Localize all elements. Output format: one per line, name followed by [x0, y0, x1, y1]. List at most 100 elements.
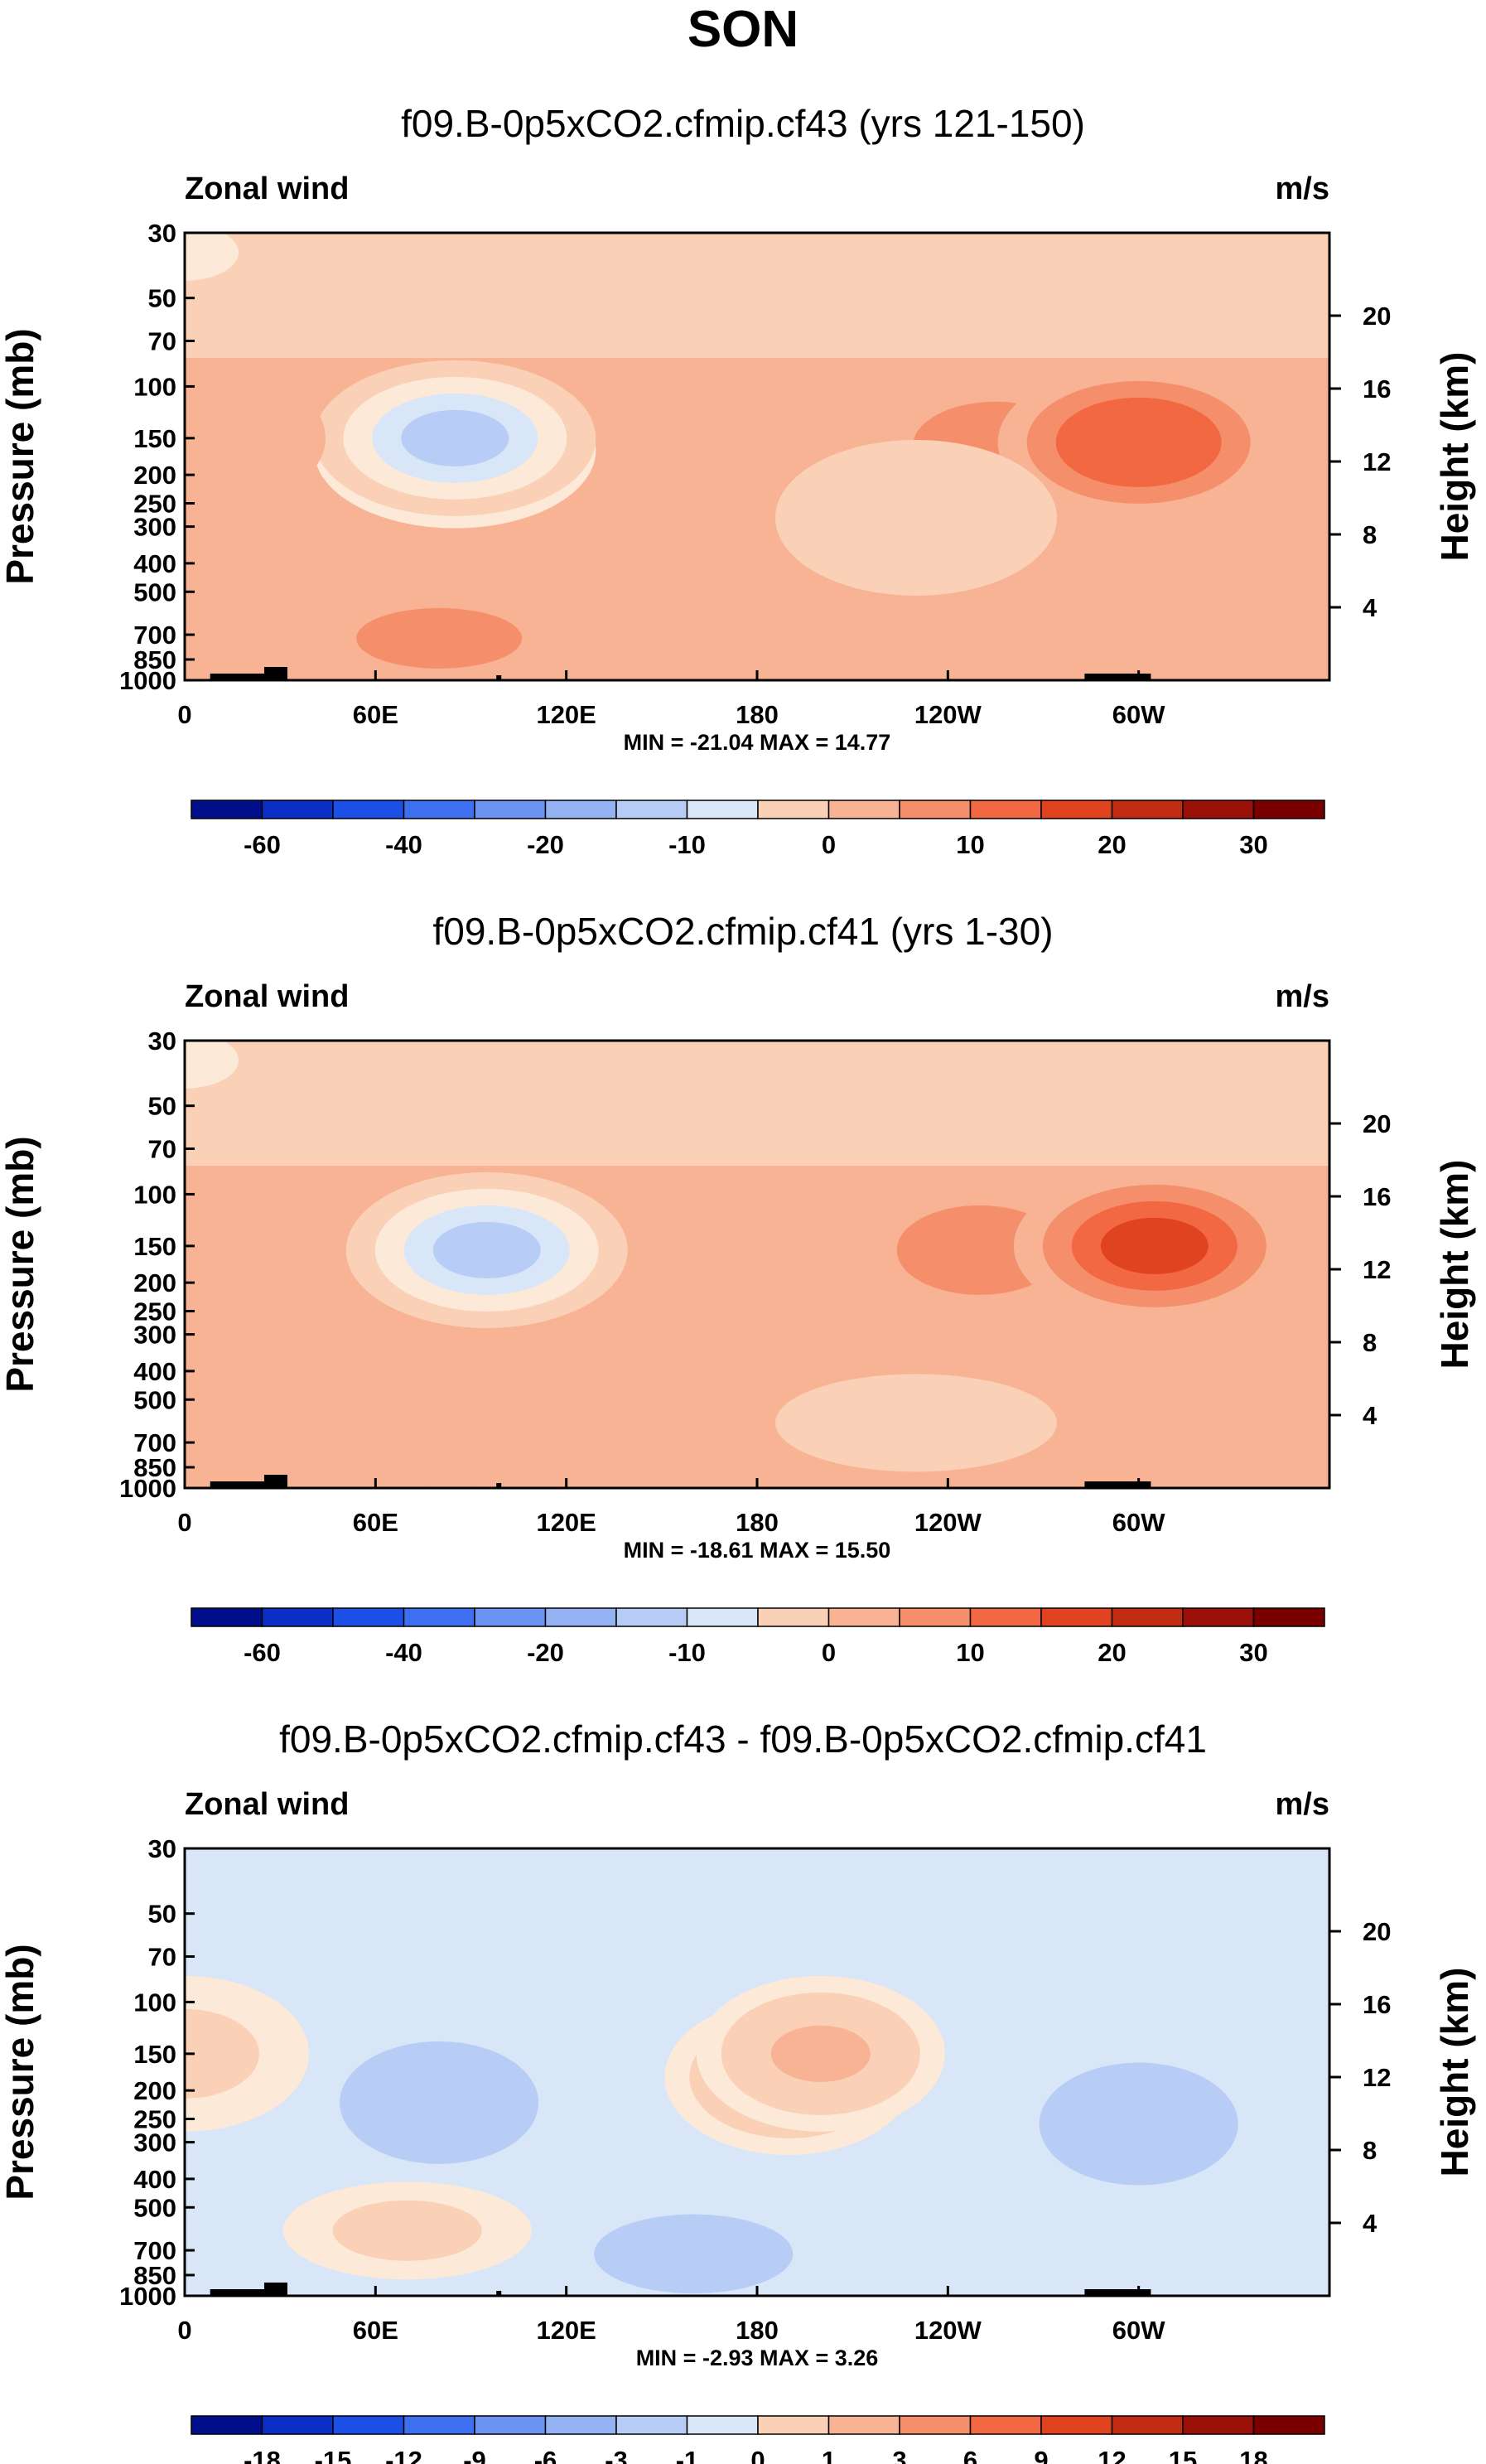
colorbar-box: [474, 2415, 547, 2435]
y-tick-label: 700: [133, 621, 176, 650]
colorbar-box: [191, 1607, 263, 1627]
y-tick-label: 200: [133, 1268, 176, 1297]
colorbar-box: [544, 2415, 617, 2435]
left-label: Zonal wind: [185, 979, 349, 1014]
colorbar-label: 0: [750, 2446, 765, 2464]
y2-axis-label: Height (km): [1433, 1968, 1476, 2177]
plot-area: [185, 1848, 1329, 2296]
colorbar-label: -40: [385, 1638, 422, 1667]
colorbar-box: [332, 2415, 405, 2435]
x-tick-label: 60E: [353, 1508, 398, 1537]
colorbar-box: [332, 800, 405, 819]
contour-feature: [1084, 413, 1193, 471]
x-tick-label: 180: [736, 1508, 779, 1537]
y2-tick-label: 12: [1363, 1255, 1391, 1284]
colorbar-box: [899, 1607, 972, 1627]
colorbar-box: [757, 2415, 830, 2435]
y2-axis: 20 16 12 8 4: [1329, 302, 1391, 622]
figure-title: SON: [688, 1, 798, 58]
colorbar-label: 20: [1098, 1638, 1126, 1667]
y2-tick-label: 20: [1363, 302, 1391, 331]
y-axis-label: Pressure (mb): [0, 1136, 41, 1392]
y2-tick-label: 16: [1363, 1990, 1391, 2019]
colorbar-box: [1040, 800, 1113, 819]
y-tick-label: 300: [133, 513, 176, 542]
colorbar-label: -15: [315, 2446, 352, 2464]
colorbar-box: [827, 1607, 900, 1627]
colorbar-box: [827, 800, 900, 819]
colorbar: -18 -15 -12 -9 -6 -3 -1 0 1 3 6 9 12 15 18: [191, 2415, 1325, 2464]
x-tick-label: 60E: [353, 2316, 398, 2345]
panel-subtitle: f09.B-0p5xCO2.cfmip.cf43 (yrs 121-150): [401, 102, 1085, 145]
x-tick-label: 60W: [1112, 2316, 1165, 2345]
colorbar-box: [1040, 2415, 1113, 2435]
contour-feature: [185, 2025, 234, 2082]
y-tick-label: 300: [133, 1321, 176, 1350]
x-axis: 0 60E 120E 180 120W 60W: [177, 1478, 1165, 1537]
colorbar-box: [474, 1607, 547, 1627]
y-tick-label: 30: [148, 1027, 176, 1056]
colorbar-label: -18: [244, 2446, 281, 2464]
panels: f09.B-0p5xCO2.cfmip.cf43 (yrs 121-150) Zo…: [0, 102, 1476, 2464]
x-tick-label: 0: [177, 700, 191, 729]
colorbar-box: [191, 2415, 263, 2435]
y-tick-label: 50: [148, 1092, 176, 1121]
colorbar-label: -60: [244, 830, 281, 859]
y2-tick-label: 20: [1363, 1109, 1391, 1138]
contour-feature: [185, 1041, 239, 1089]
contour-feature: [401, 409, 509, 466]
min-max-stats: MIN = -18.61 MAX = 15.50: [624, 1538, 891, 1563]
units-label: m/s: [1276, 979, 1329, 1014]
colorbar-box: [1182, 800, 1255, 819]
terrain-small: [496, 2291, 502, 2296]
contour-feature: [770, 2025, 871, 2082]
y-tick-label: 250: [133, 2105, 176, 2134]
colorbar-label: 20: [1098, 830, 1126, 859]
y-tick-label: 200: [133, 461, 176, 490]
contour-feature: [644, 2233, 744, 2275]
x-tick-label: 180: [736, 700, 779, 729]
y-axis-label: Pressure (mb): [0, 328, 41, 584]
y-tick-label: 400: [133, 1357, 176, 1386]
y2-tick-label: 8: [1363, 2136, 1377, 2165]
contour-feature: [389, 2074, 490, 2131]
y-tick-label: 70: [148, 326, 176, 355]
y-tick-label: 1000: [119, 1474, 176, 1503]
y-tick-label: 100: [133, 1988, 176, 2017]
colorbar-label: 12: [1098, 2446, 1126, 2464]
contour-feature: [861, 1402, 970, 1444]
colorbar-box: [1111, 1607, 1184, 1627]
colorbar-label: 9: [1034, 2446, 1048, 2464]
colorbar-box: [332, 1607, 405, 1627]
x-tick-label: 120E: [536, 1508, 596, 1537]
colorbar-box: [1252, 800, 1325, 819]
x-tick-label: 60W: [1112, 700, 1165, 729]
x-tick-label: 120W: [914, 1508, 982, 1537]
colorbar-label: 6: [963, 2446, 977, 2464]
y2-tick-label: 20: [1363, 1917, 1391, 1946]
y2-tick-label: 4: [1363, 593, 1377, 622]
y-tick-label: 700: [133, 1428, 176, 1457]
x-tick-label: 120W: [914, 2316, 982, 2345]
colorbar-label: -40: [385, 830, 422, 859]
x-tick-label: 120E: [536, 2316, 596, 2345]
units-label: m/s: [1276, 1787, 1329, 1822]
colorbar-label: 30: [1239, 1638, 1267, 1667]
y-tick-label: 500: [133, 2193, 176, 2222]
colorbar-box: [403, 1607, 475, 1627]
panel-subtitle: f09.B-0p5xCO2.cfmip.cf43 - f09.B-0p5xCO2…: [279, 1718, 1207, 1761]
y-tick-label: 300: [133, 2128, 176, 2157]
terrain-africa: [210, 1481, 268, 1488]
terrain-peak: [263, 1475, 287, 1488]
y-tick-label: 400: [133, 2165, 176, 2194]
colorbar-box: [1182, 2415, 1255, 2435]
y-tick-label: 100: [133, 1180, 176, 1209]
terrain-peak: [263, 2283, 287, 2296]
y-tick-label: 50: [148, 284, 176, 313]
colorbar-box: [615, 1607, 688, 1627]
colorbar-box: [1252, 1607, 1325, 1627]
x-axis: 0 60E 120E 180 120W 60W: [177, 670, 1165, 729]
colorbar-label: 0: [822, 1638, 836, 1667]
colorbar-box: [403, 800, 475, 819]
